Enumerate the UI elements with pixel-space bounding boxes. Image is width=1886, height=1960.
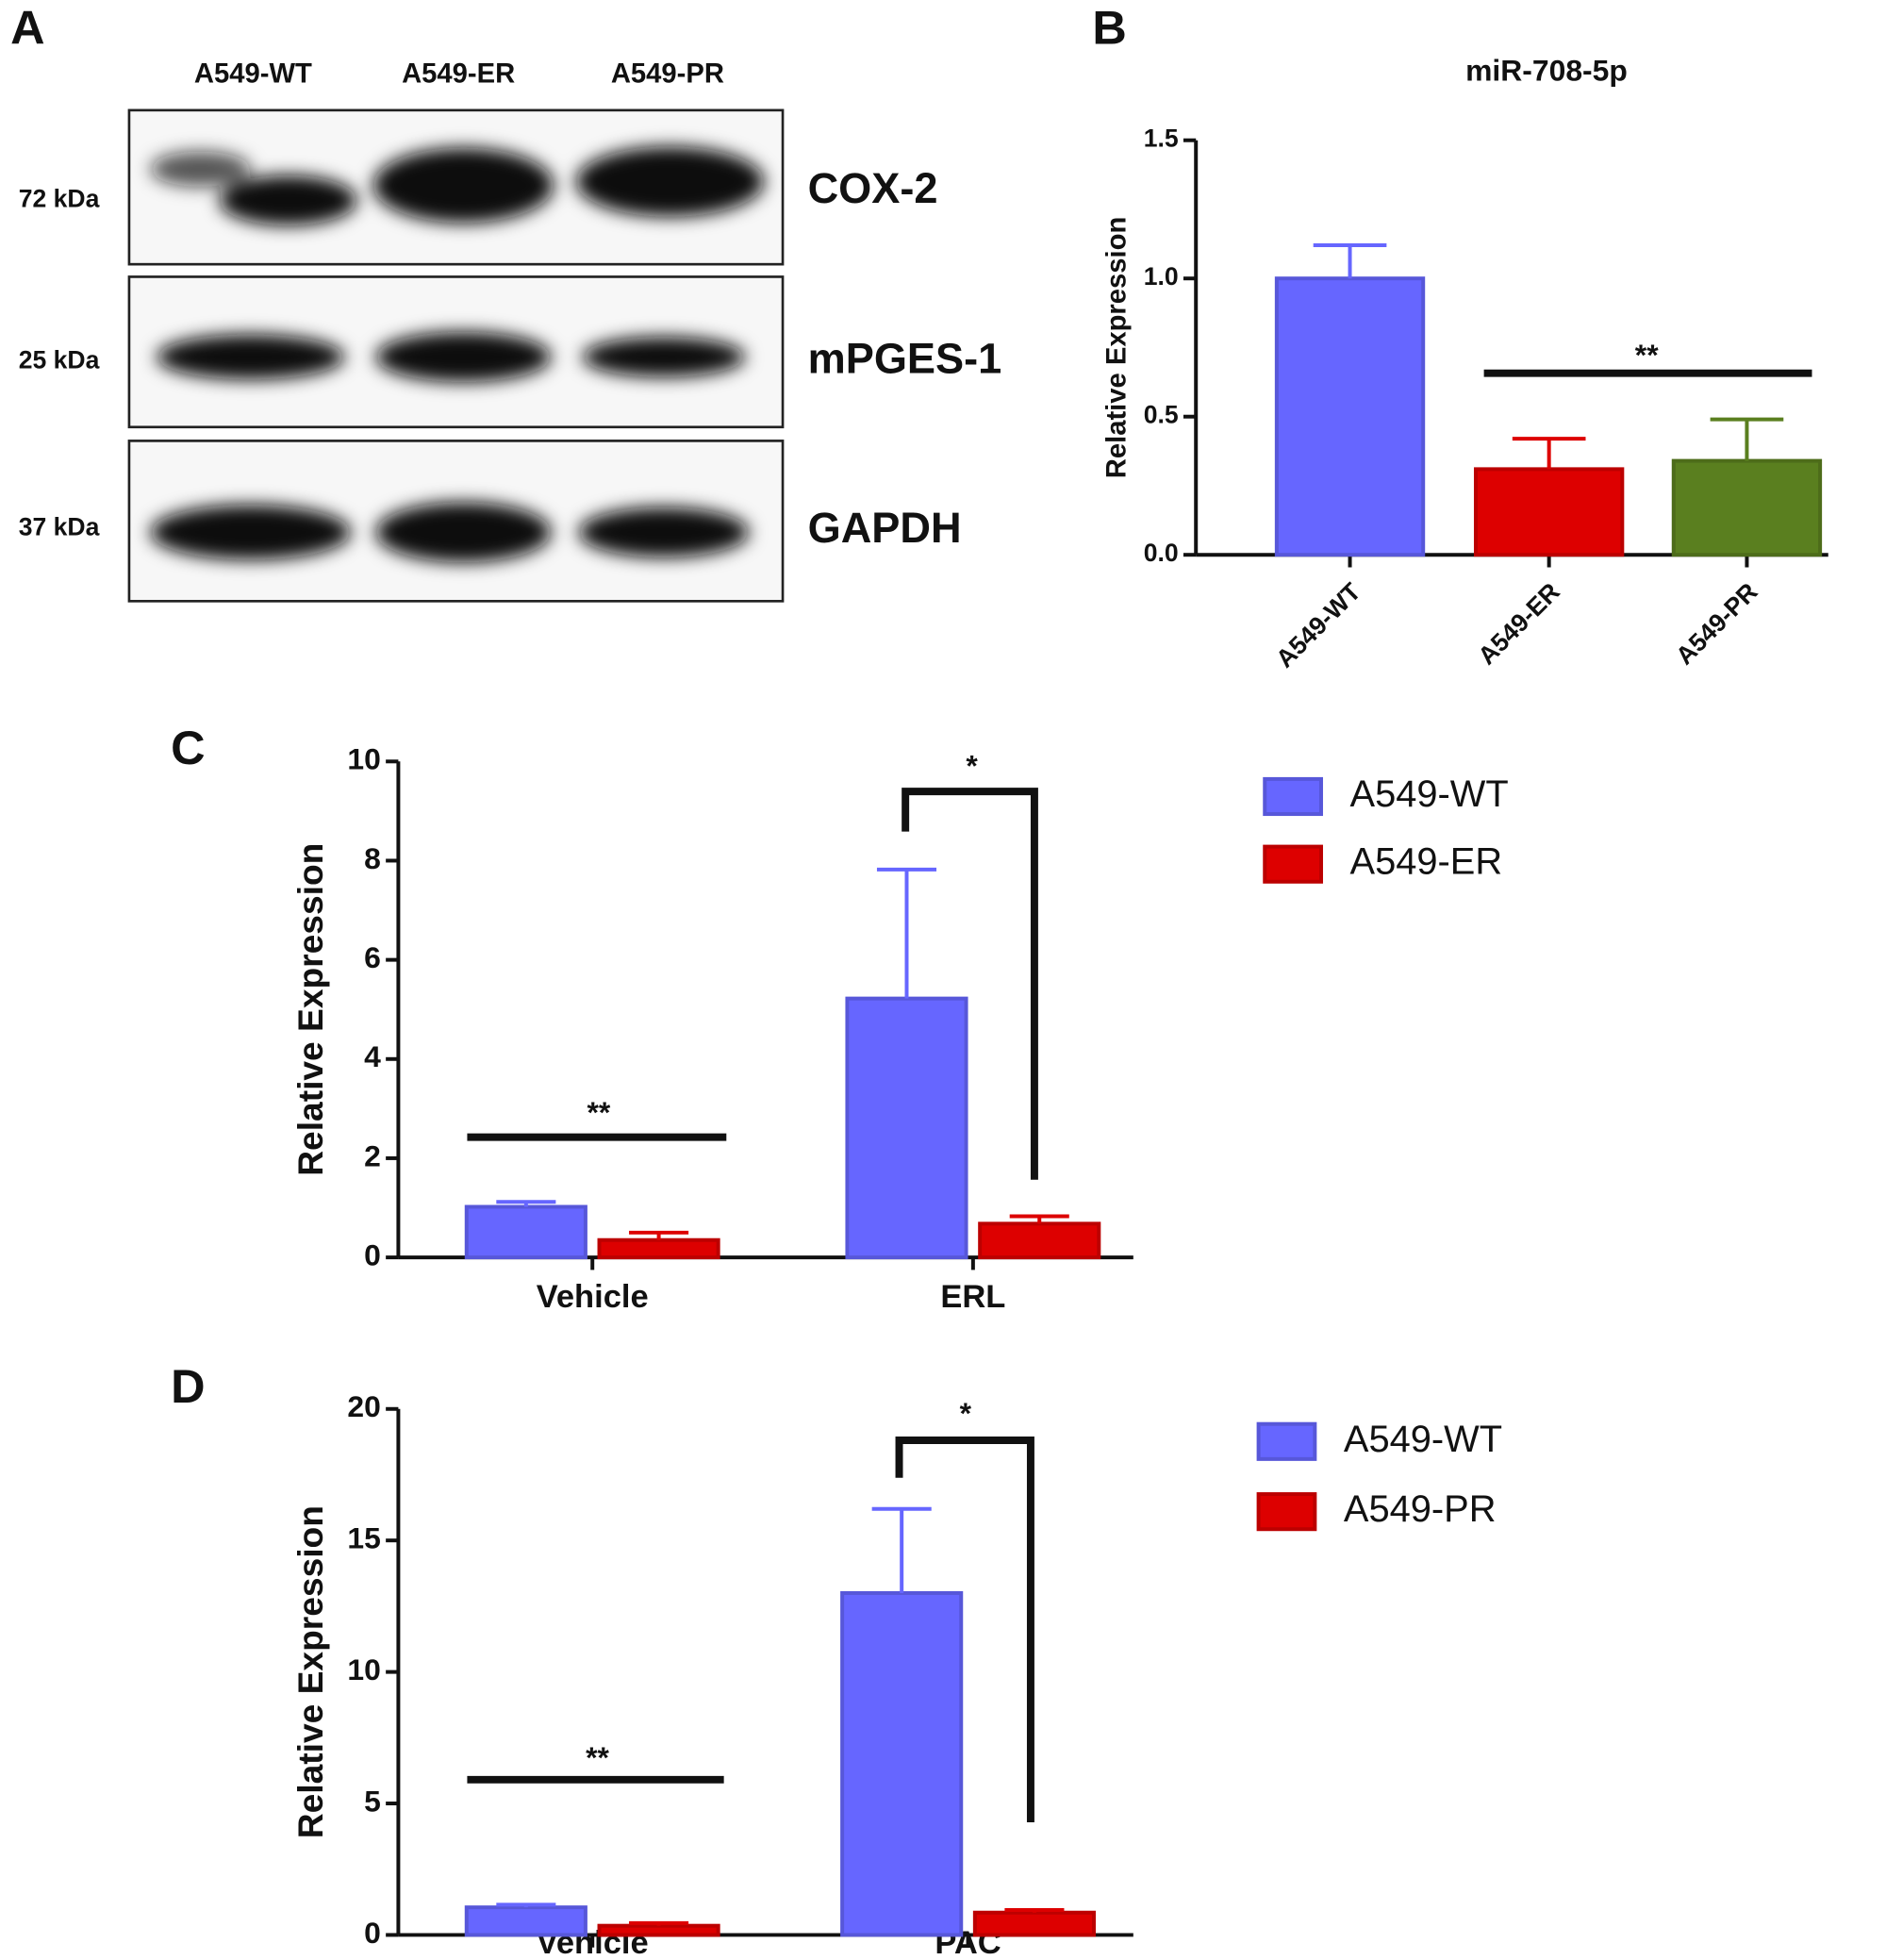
panel-label: D: [171, 1359, 205, 1413]
significance-label: *: [966, 748, 978, 782]
significance-bracket: [902, 788, 1038, 1180]
significance-bracket: [895, 1436, 1034, 1822]
bar: [597, 1237, 720, 1260]
x-tick-label: A549-PR: [1670, 577, 1762, 670]
panel-label: B: [1092, 1, 1126, 55]
bar: [840, 1590, 964, 1937]
lane-label: A549-PR: [611, 58, 724, 89]
y-tick-label: 0.0: [1144, 539, 1179, 567]
legend-label: A549-WT: [1350, 773, 1509, 815]
y-tick-label: 6: [364, 940, 381, 974]
lane-label: A549-WT: [194, 58, 312, 89]
error-bar: [1512, 437, 1586, 470]
significance-label: **: [1635, 338, 1659, 372]
error-bar: [1004, 1907, 1065, 1913]
protein-label: mPGES-1: [808, 335, 1002, 383]
y-tick-label: 0: [364, 1916, 381, 1950]
y-axis-label: Relative Expression: [290, 1505, 330, 1838]
chart: 0.0 0.5 1.0 1.5 Relative Expression miR-708-5…: [1102, 53, 1828, 673]
panel-label: C: [171, 721, 205, 774]
error-bar: [1710, 417, 1784, 461]
legend-swatch: [1263, 776, 1323, 817]
legend-label: A549-ER: [1350, 841, 1503, 883]
y-tick-label: 20: [347, 1389, 380, 1423]
y-tick-label: 5: [364, 1784, 381, 1818]
error-bar: [629, 1920, 689, 1926]
x-tick-label: A549-ER: [1472, 577, 1564, 670]
y-tick-label: 0: [364, 1238, 381, 1272]
error-bar: [1009, 1214, 1069, 1224]
y-tick-label: 8: [364, 841, 381, 875]
x-tick-label: A549-WT: [1270, 577, 1366, 673]
legend-swatch: [1256, 1492, 1317, 1532]
error-bar: [876, 867, 937, 999]
bar: [597, 1923, 720, 1937]
error-bar: [1313, 243, 1387, 279]
legend-swatch: [1256, 1421, 1317, 1461]
chart-title: miR-708-5p: [1465, 53, 1628, 87]
error-bar: [496, 1902, 556, 1908]
y-axis-label: Relative Expression: [290, 843, 330, 1176]
bar: [1274, 276, 1426, 557]
error-bar: [629, 1230, 689, 1240]
error-bar: [871, 1506, 932, 1593]
legend-label: A549-PR: [1344, 1488, 1497, 1530]
y-tick-label: 1.0: [1144, 262, 1179, 291]
legend-label: A549-WT: [1344, 1419, 1502, 1460]
y-tick-label: 15: [347, 1521, 380, 1555]
y-tick-label: 1.5: [1144, 125, 1179, 153]
y-tick-label: 10: [347, 1653, 380, 1686]
bar: [464, 1905, 587, 1937]
bar: [972, 1910, 1096, 1937]
marker-label: 72 kDa: [19, 184, 100, 212]
error-bar: [496, 1200, 556, 1207]
bar: [845, 996, 968, 1260]
significance-label: *: [960, 1396, 972, 1430]
panel-label: A: [10, 1, 44, 55]
lane-label: A549-ER: [402, 58, 515, 89]
legend-swatch: [1263, 844, 1323, 884]
protein-label: GAPDH: [808, 504, 962, 552]
marker-label: 25 kDa: [19, 346, 100, 374]
y-axis-label: Relative Expression: [1102, 217, 1133, 479]
protein-label: COX-2: [808, 164, 938, 212]
x-tick-label: Vehicle: [537, 1279, 649, 1315]
bar: [1671, 458, 1823, 557]
bar: [978, 1221, 1101, 1260]
bar: [464, 1204, 587, 1260]
significance-label: **: [586, 1740, 609, 1774]
y-tick-label: 0.5: [1144, 401, 1179, 429]
chart: 0 2 4 6 8 10 Relative Expression Vehicle ERL A549…: [290, 742, 1509, 1315]
y-tick-label: 10: [347, 742, 380, 776]
y-tick-label: 4: [364, 1039, 381, 1073]
y-tick-label: 2: [364, 1138, 381, 1172]
bar: [1473, 467, 1625, 557]
x-tick-label: ERL: [940, 1279, 1005, 1315]
significance-label: **: [587, 1095, 610, 1129]
blot-image: [127, 108, 785, 603]
marker-label: 37 kDa: [19, 512, 100, 540]
